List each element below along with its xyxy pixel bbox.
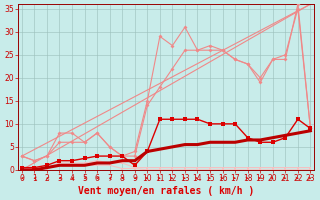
X-axis label: Vent moyen/en rafales ( km/h ): Vent moyen/en rafales ( km/h ): [78, 186, 254, 196]
